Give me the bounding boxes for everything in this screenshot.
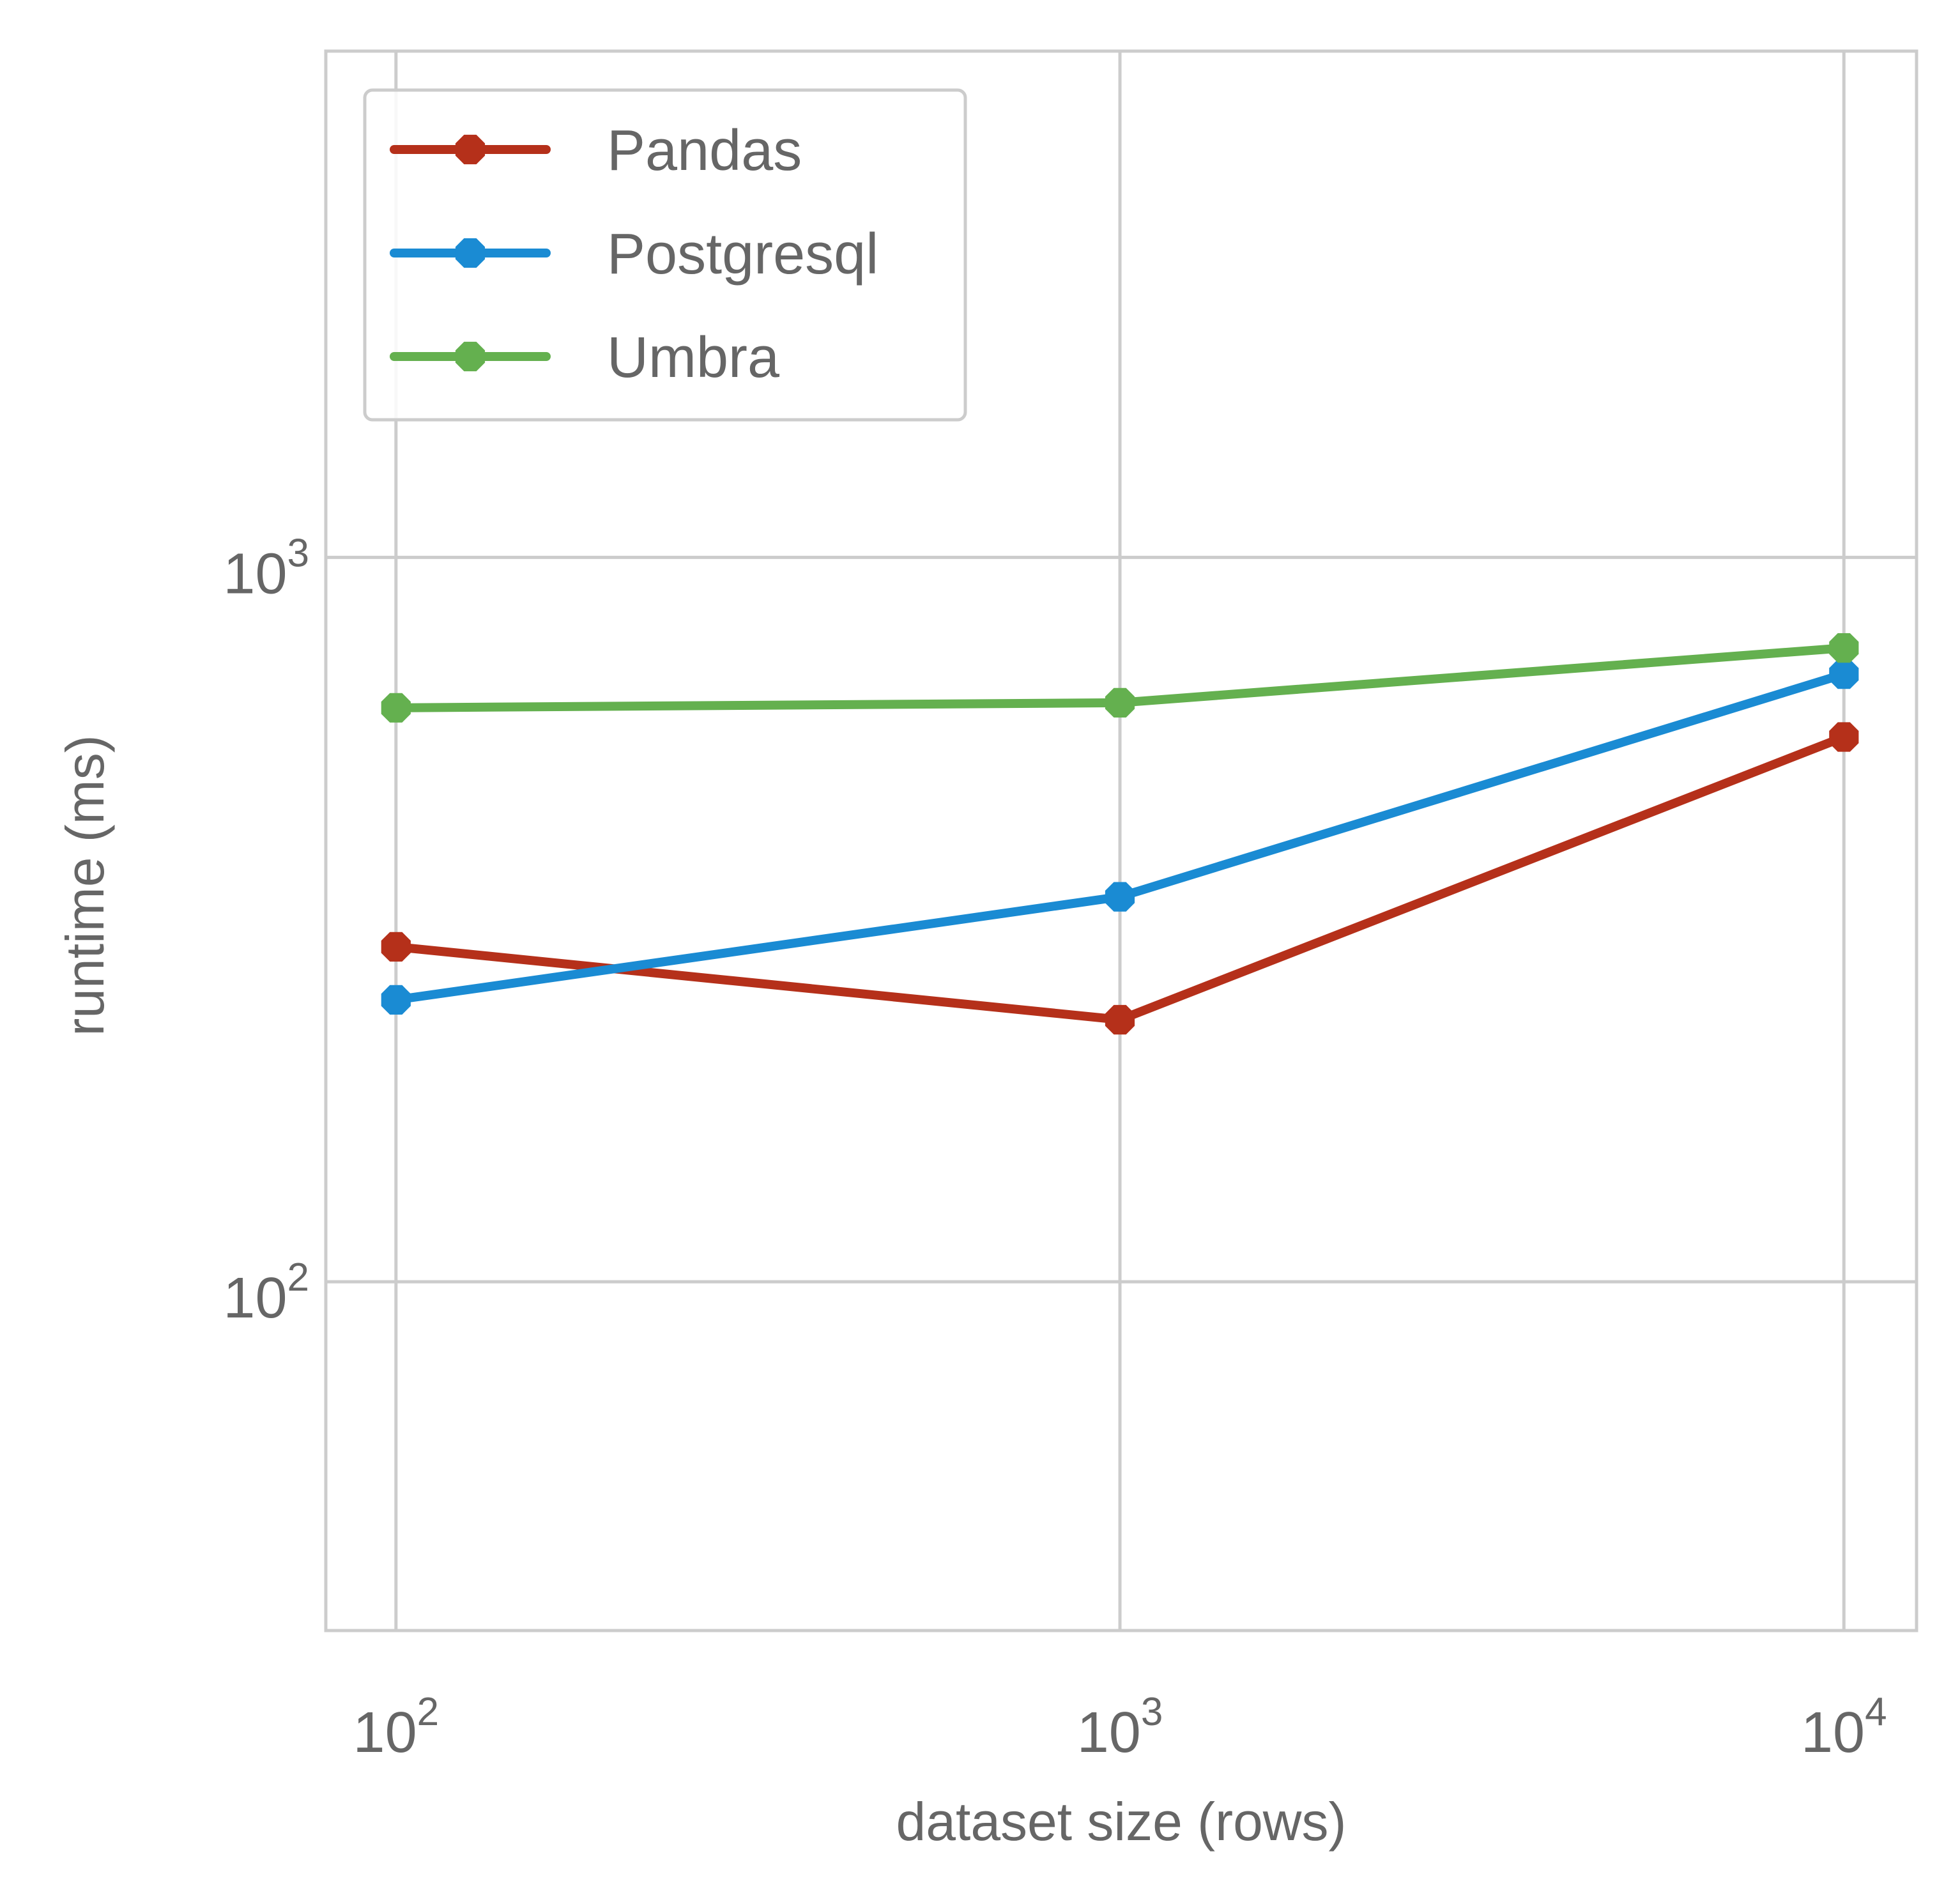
legend-item-umbra: Umbra xyxy=(390,326,780,390)
x-tick-base: 10 xyxy=(1077,1701,1141,1765)
y-axis-label: runtime (ms) xyxy=(55,735,115,1036)
y-tick-base: 10 xyxy=(223,1266,287,1330)
plot-frame xyxy=(324,49,1918,1632)
legend-items: Pandas Postgresql Umbra xyxy=(390,119,878,390)
y-tick-label: 103 xyxy=(223,531,309,606)
legend-swatch-marker xyxy=(455,238,486,268)
data-point xyxy=(1105,687,1135,718)
grid-lines xyxy=(326,51,1917,1631)
x-tick-exponent: 4 xyxy=(1865,1690,1887,1734)
y-tick-exponent: 2 xyxy=(287,1255,309,1300)
data-point xyxy=(1105,1004,1135,1035)
data-point xyxy=(381,985,411,1015)
legend-item-pandas: Pandas xyxy=(390,119,802,183)
legend-item-postgresql: Postgresql xyxy=(390,222,878,286)
series-layer xyxy=(381,633,1859,1035)
y-tick-exponent: 3 xyxy=(287,531,309,575)
x-axis-label: dataset size (rows) xyxy=(896,1792,1347,1852)
data-point xyxy=(381,932,411,962)
legend-label: Pandas xyxy=(607,119,802,183)
y-tick-base: 10 xyxy=(223,542,287,606)
y-tick-label: 102 xyxy=(223,1255,309,1330)
data-point xyxy=(1829,633,1859,663)
x-tick-exponent: 2 xyxy=(417,1690,439,1734)
legend-label: Postgresql xyxy=(607,222,878,286)
data-point xyxy=(381,693,411,723)
legend-swatch-marker xyxy=(455,341,486,372)
data-point xyxy=(1829,659,1859,689)
legend-box xyxy=(363,88,967,422)
x-tick-label: 104 xyxy=(1801,1690,1887,1765)
x-tick-label: 102 xyxy=(353,1690,440,1765)
x-tick-base: 10 xyxy=(353,1701,417,1765)
series-pandas xyxy=(381,722,1859,1035)
x-tick-exponent: 3 xyxy=(1141,1690,1163,1734)
series-umbra xyxy=(381,633,1859,723)
x-tick-base: 10 xyxy=(1801,1701,1865,1765)
legend: Pandas Postgresql Umbra xyxy=(363,88,967,422)
x-tick-label: 103 xyxy=(1077,1690,1163,1765)
legend-swatch-marker xyxy=(455,134,486,165)
legend-label: Umbra xyxy=(607,326,780,390)
data-point xyxy=(1829,722,1859,752)
series-postgresql xyxy=(381,659,1859,1015)
data-point xyxy=(1105,882,1135,912)
